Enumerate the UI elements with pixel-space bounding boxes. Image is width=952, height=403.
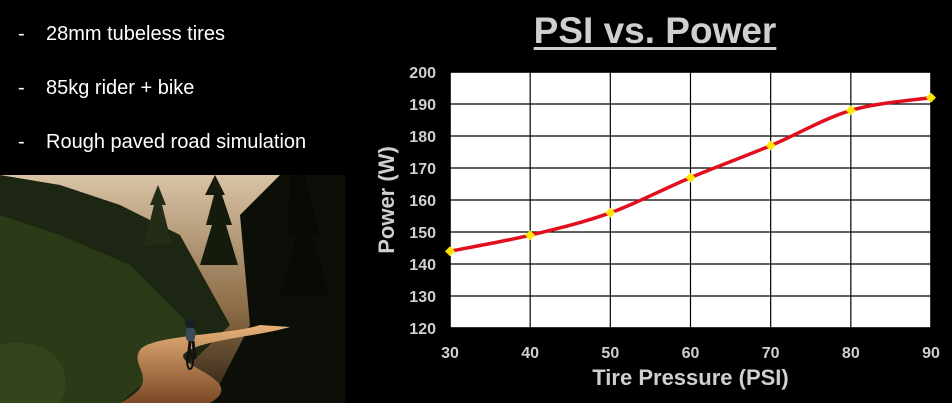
bullet-text: 85kg rider + bike <box>46 77 195 99</box>
bullet-item: -28mm tubeless tires <box>18 20 358 74</box>
x-tick-label: 80 <box>842 345 860 362</box>
data-point-marker <box>845 105 856 116</box>
x-tick-label: 40 <box>521 345 539 362</box>
y-tick-labels: 120 130 140 150 160 170 180 190 200 <box>409 65 436 338</box>
psi-power-chart: 120 130 140 150 160 170 180 190 200 30 40 50 60 70 80… <box>374 65 940 390</box>
y-tick-label: 180 <box>409 129 436 146</box>
y-tick-label: 170 <box>409 161 436 178</box>
data-point-marker <box>445 246 455 257</box>
chart-title: PSI vs. Power <box>533 10 777 51</box>
data-point-marker <box>525 230 536 241</box>
data-point-marker <box>765 140 776 151</box>
y-tick-label: 130 <box>409 289 436 306</box>
data-point-marker <box>685 172 696 183</box>
data-point-marker <box>605 207 616 218</box>
x-tick-label: 70 <box>762 345 780 362</box>
x-tick-label: 30 <box>441 345 459 362</box>
y-tick-label: 140 <box>409 257 436 274</box>
cyclist-forest-photo <box>0 175 345 403</box>
bullet-dash: - <box>18 131 25 153</box>
x-tick-labels: 30 40 50 60 70 80 90 <box>441 345 940 362</box>
y-tick-label: 190 <box>409 97 436 114</box>
x-tick-label: 90 <box>922 345 940 362</box>
y-tick-label: 150 <box>409 225 436 242</box>
bullet-list: -28mm tubeless tires -85kg rider + bike … <box>18 20 358 182</box>
y-tick-label: 200 <box>409 65 436 82</box>
gridlines <box>449 71 932 329</box>
bullet-text: 28mm tubeless tires <box>46 23 225 45</box>
bullet-item: -85kg rider + bike <box>18 74 358 128</box>
bullet-dash: - <box>18 77 25 99</box>
cyclist-icon <box>185 318 197 370</box>
data-point-marker <box>926 92 936 103</box>
bullet-item: - Rough paved road simulation <box>18 128 358 182</box>
x-axis-label: Tire Pressure (PSI) <box>592 365 788 390</box>
y-tick-label: 120 <box>409 321 436 338</box>
bullet-dash: - <box>18 23 25 45</box>
bullet-text: Rough paved road simulation <box>46 131 307 153</box>
photo-illustration <box>0 175 345 403</box>
x-tick-label: 60 <box>682 345 700 362</box>
y-tick-label: 160 <box>409 193 436 210</box>
data-markers <box>445 92 936 257</box>
x-tick-label: 50 <box>601 345 619 362</box>
y-axis-label: Power (W) <box>374 146 399 254</box>
